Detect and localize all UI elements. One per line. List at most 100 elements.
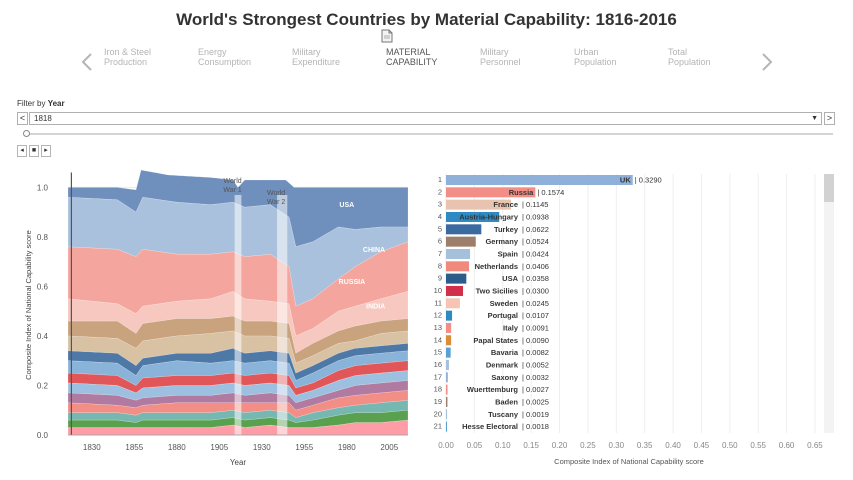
nav-tab-line2: Population bbox=[668, 57, 711, 67]
nav-tab-line1: Total bbox=[668, 47, 688, 57]
rank-label: 20 bbox=[434, 409, 442, 418]
bar-value-label: | 0.0358 bbox=[522, 274, 549, 283]
nav-tab-material-capability[interactable]: MATERIAL CAPABILITY bbox=[386, 47, 437, 67]
bar bbox=[446, 396, 448, 407]
rank-label: 13 bbox=[434, 323, 442, 332]
nav-tab-military-expenditure[interactable]: Military Expenditure bbox=[292, 47, 340, 67]
year-slider-thumb[interactable] bbox=[23, 130, 30, 137]
y-tick-label: 0.8 bbox=[37, 233, 49, 242]
bar bbox=[446, 211, 500, 222]
war-annotation-label: World bbox=[224, 178, 242, 185]
nav-prev-arrow-icon[interactable] bbox=[80, 52, 94, 72]
play-back-button[interactable]: ◂ bbox=[17, 145, 27, 157]
rank-label: 14 bbox=[434, 335, 442, 344]
series-label: INDIA bbox=[366, 304, 385, 311]
x-tick-label: 1955 bbox=[295, 443, 313, 452]
y-tick-label: 0.2 bbox=[37, 381, 49, 390]
x-tick-label: 0.45 bbox=[694, 441, 710, 450]
page-title: World's Strongest Countries by Material … bbox=[176, 10, 677, 29]
y-tick-label: 0.4 bbox=[37, 332, 49, 341]
war-annotation-label: War 1 bbox=[223, 187, 242, 194]
filter-next-button[interactable]: > bbox=[824, 112, 835, 125]
play-forward-button[interactable]: ▸ bbox=[41, 145, 51, 157]
year-slider-track[interactable] bbox=[24, 133, 833, 135]
rank-label: 18 bbox=[434, 385, 442, 394]
x-tick-label: 0.50 bbox=[722, 441, 738, 450]
bar-value-label: | 0.0090 bbox=[522, 336, 549, 345]
bar-value-label: | 0.1574 bbox=[537, 188, 564, 197]
x-axis-title: Composite Index of National Capability s… bbox=[554, 457, 704, 466]
x-tick-label: 0.15 bbox=[523, 441, 539, 450]
bar bbox=[446, 372, 448, 383]
bar bbox=[446, 384, 448, 395]
bar-value-label: | 0.0052 bbox=[522, 360, 549, 369]
bar-country-label: Portugal bbox=[488, 311, 518, 320]
x-tick-label: 0.25 bbox=[580, 441, 596, 450]
play-stop-button[interactable]: ■ bbox=[29, 145, 39, 157]
bar bbox=[446, 248, 471, 259]
nav-tab-line1: Urban bbox=[574, 47, 599, 57]
nav-next-arrow-icon[interactable] bbox=[760, 52, 774, 72]
filter-label-field: Year bbox=[47, 99, 65, 108]
bar-country-label: Sweden bbox=[490, 299, 519, 308]
nav-tab-line1: Energy bbox=[198, 47, 227, 57]
year-select[interactable]: 1818 ▼ bbox=[29, 112, 822, 125]
bar-value-label: | 0.0019 bbox=[522, 410, 549, 419]
y-tick-label: 0.6 bbox=[37, 282, 49, 291]
scrollbar-thumb bbox=[824, 174, 834, 202]
war-annotation-label: World bbox=[267, 190, 285, 197]
rank-label: 19 bbox=[434, 397, 442, 406]
scrollbar-track bbox=[824, 174, 834, 433]
nav-tab-line2: Population bbox=[574, 57, 617, 67]
war-annotation-label: War 2 bbox=[267, 199, 286, 206]
nav-tab-military-personnel[interactable]: Military Personnel bbox=[480, 47, 521, 67]
rank-label: 3 bbox=[438, 200, 442, 209]
bar-value-label: | 0.0524 bbox=[522, 237, 549, 246]
rank-label: 12 bbox=[434, 311, 442, 320]
rank-label: 15 bbox=[434, 348, 442, 357]
bar-value-label: | 0.0018 bbox=[522, 422, 549, 431]
bar-country-label: Denmark bbox=[486, 360, 519, 369]
x-tick-label: 0.55 bbox=[750, 441, 766, 450]
rank-label: 5 bbox=[438, 224, 442, 233]
bar-value-label: | 0.0032 bbox=[522, 373, 549, 382]
bar bbox=[446, 285, 464, 296]
rank-label: 11 bbox=[434, 298, 442, 307]
x-tick-label: 0.35 bbox=[637, 441, 653, 450]
bar bbox=[446, 335, 452, 346]
rank-label: 10 bbox=[434, 286, 442, 295]
bar-country-label: UK bbox=[620, 176, 631, 185]
x-tick-label: 1880 bbox=[168, 443, 186, 452]
filter-prev-button[interactable]: < bbox=[17, 112, 28, 125]
nav-tab-total-population[interactable]: Total Population bbox=[668, 47, 711, 67]
series-label: RUSSIA bbox=[339, 279, 365, 286]
nav-tab-energy[interactable]: Energy Consumption bbox=[198, 47, 251, 67]
rank-label: 2 bbox=[438, 187, 442, 196]
series-label: CHINA bbox=[363, 247, 385, 254]
nav-tab-iron-steel[interactable]: Iron & Steel Production bbox=[104, 47, 151, 67]
bar bbox=[446, 421, 448, 432]
x-tick-label: 1905 bbox=[210, 443, 228, 452]
nav-tab-line1: Military bbox=[292, 47, 321, 57]
nav-tab-urban-population[interactable]: Urban Population bbox=[574, 47, 617, 67]
bar bbox=[446, 347, 451, 358]
document-icon[interactable] bbox=[381, 29, 393, 43]
x-tick-label: 0.60 bbox=[779, 441, 795, 450]
y-axis-title: Composite Index of National Capability s… bbox=[24, 230, 33, 380]
y-tick-label: 1.0 bbox=[37, 183, 49, 192]
x-tick-label: 1830 bbox=[83, 443, 101, 452]
nav-tab-line2: Consumption bbox=[198, 57, 252, 67]
bar bbox=[446, 298, 460, 309]
bar-country-label: Baden bbox=[495, 397, 518, 406]
bar bbox=[446, 187, 536, 198]
bar-value-label: | 0.0300 bbox=[522, 286, 549, 295]
rank-label: 6 bbox=[438, 237, 442, 246]
bar bbox=[446, 273, 467, 284]
bar-value-label: | 0.0622 bbox=[522, 225, 549, 234]
bar bbox=[446, 261, 470, 272]
bar-country-label: Spain bbox=[498, 249, 519, 258]
series-label: USA bbox=[339, 202, 354, 209]
bar bbox=[446, 236, 476, 247]
bar-chart: 0.00 0.05 0.10 0.15 0.20 0.25 0.30 0.35 0.40 0.45… bbox=[434, 174, 834, 466]
bar bbox=[446, 310, 453, 321]
